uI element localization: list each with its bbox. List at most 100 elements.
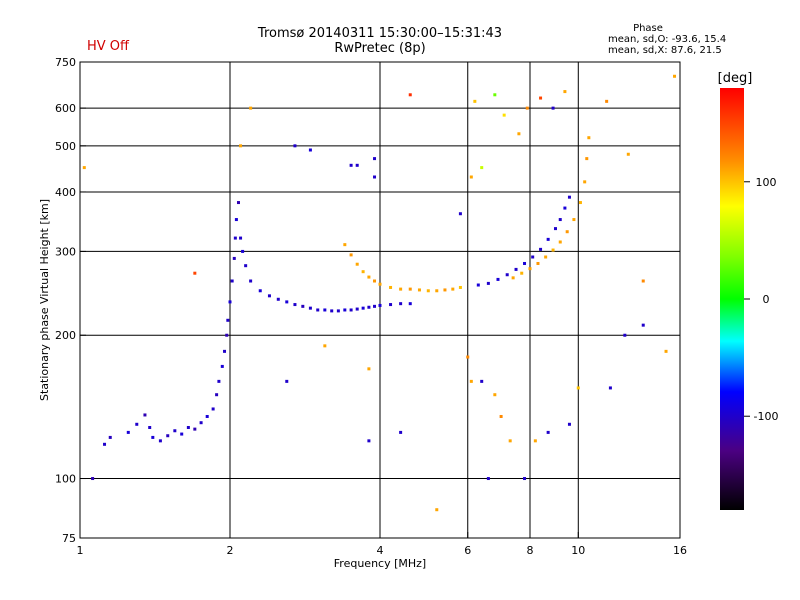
data-point [587, 136, 591, 140]
data-point [523, 477, 527, 481]
data-point [285, 379, 289, 383]
data-point [458, 285, 462, 289]
data-point [626, 152, 630, 156]
y-tick-label: 500 [55, 140, 76, 153]
data-point [520, 271, 524, 275]
data-point [258, 289, 262, 293]
data-point [505, 273, 509, 277]
data-point [576, 386, 580, 390]
data-point [373, 175, 377, 179]
data-point [367, 367, 371, 371]
data-point [517, 132, 521, 136]
colorbar-tick-label: -100 [754, 410, 779, 423]
hv-status: HV Off [87, 39, 130, 54]
data-point [451, 287, 455, 291]
data-point [82, 166, 86, 170]
x-tick-label: 2 [227, 544, 234, 557]
data-point [211, 407, 215, 411]
data-point [293, 144, 297, 148]
data-point [143, 413, 147, 417]
data-point [285, 300, 289, 304]
x-tick-label: 1 [77, 544, 84, 557]
data-point [585, 157, 589, 161]
data-point [480, 379, 484, 383]
data-point [217, 379, 221, 383]
data-point [583, 180, 587, 184]
data-point [367, 305, 371, 309]
data-point [91, 477, 95, 481]
data-point [343, 308, 347, 312]
y-tick-labels: 75 100 200 300 400 500 600 750 [55, 56, 86, 545]
data-point [249, 106, 253, 110]
data-point [230, 279, 234, 283]
data-point [399, 302, 403, 306]
data-point [443, 288, 447, 292]
x-tick-label: 16 [673, 544, 687, 557]
data-point [399, 430, 403, 434]
plot-title: Tromsø 20140311 15:30:00–15:31:43 [257, 26, 502, 41]
data-point [539, 96, 543, 100]
y-tick-label: 600 [55, 102, 76, 115]
data-point [236, 201, 240, 205]
data-point [349, 253, 353, 257]
colorbar [720, 88, 744, 510]
data-point [301, 304, 305, 308]
data-point [673, 74, 677, 78]
data-point [239, 236, 243, 240]
data-point [546, 237, 550, 241]
data-point [641, 323, 645, 327]
data-point [378, 282, 382, 286]
data-point [355, 307, 359, 311]
x-tick-label: 6 [464, 544, 471, 557]
data-point [316, 308, 320, 312]
data-point [417, 288, 421, 292]
data-point [225, 333, 229, 337]
data-point [605, 99, 609, 103]
data-point [544, 255, 548, 259]
data-point [623, 333, 627, 337]
colorbar-tick-label: 100 [756, 176, 777, 189]
data-point [546, 430, 550, 434]
data-point [343, 243, 347, 247]
x-tick-label: 4 [377, 544, 384, 557]
data-point [166, 434, 170, 438]
data-point [502, 113, 506, 117]
data-point [336, 309, 340, 313]
data-point [508, 439, 512, 443]
data-point [408, 93, 412, 97]
data-point [180, 432, 184, 436]
data-point [551, 248, 555, 252]
data-point [525, 106, 529, 110]
data-point [578, 201, 582, 205]
data-point [233, 236, 237, 240]
data-point [565, 230, 569, 234]
phase-stats-x: mean, sd,X: 87.6, 21.5 [608, 45, 722, 56]
data-point [496, 277, 500, 281]
data-point [608, 386, 612, 390]
data-point [186, 425, 190, 429]
data-points [82, 74, 677, 512]
data-point [435, 289, 439, 293]
data-point [499, 414, 503, 418]
data-point [323, 344, 327, 348]
data-point [378, 303, 382, 307]
data-point [641, 279, 645, 283]
data-point [389, 303, 393, 307]
data-point [103, 442, 107, 446]
data-point [361, 270, 365, 274]
phase-title: Phase [633, 23, 663, 34]
data-point [249, 279, 253, 283]
y-tick-label: 75 [62, 532, 76, 545]
data-point [135, 422, 139, 426]
data-point [572, 218, 576, 222]
data-point [293, 303, 297, 307]
data-point [232, 256, 236, 260]
phase-stats-o: mean, sd,O: -93.6, 15.4 [608, 34, 726, 45]
data-point [308, 306, 312, 310]
data-point [215, 393, 219, 397]
data-point [536, 261, 540, 265]
data-point [563, 90, 567, 94]
data-point [551, 106, 555, 110]
data-point [493, 93, 497, 97]
